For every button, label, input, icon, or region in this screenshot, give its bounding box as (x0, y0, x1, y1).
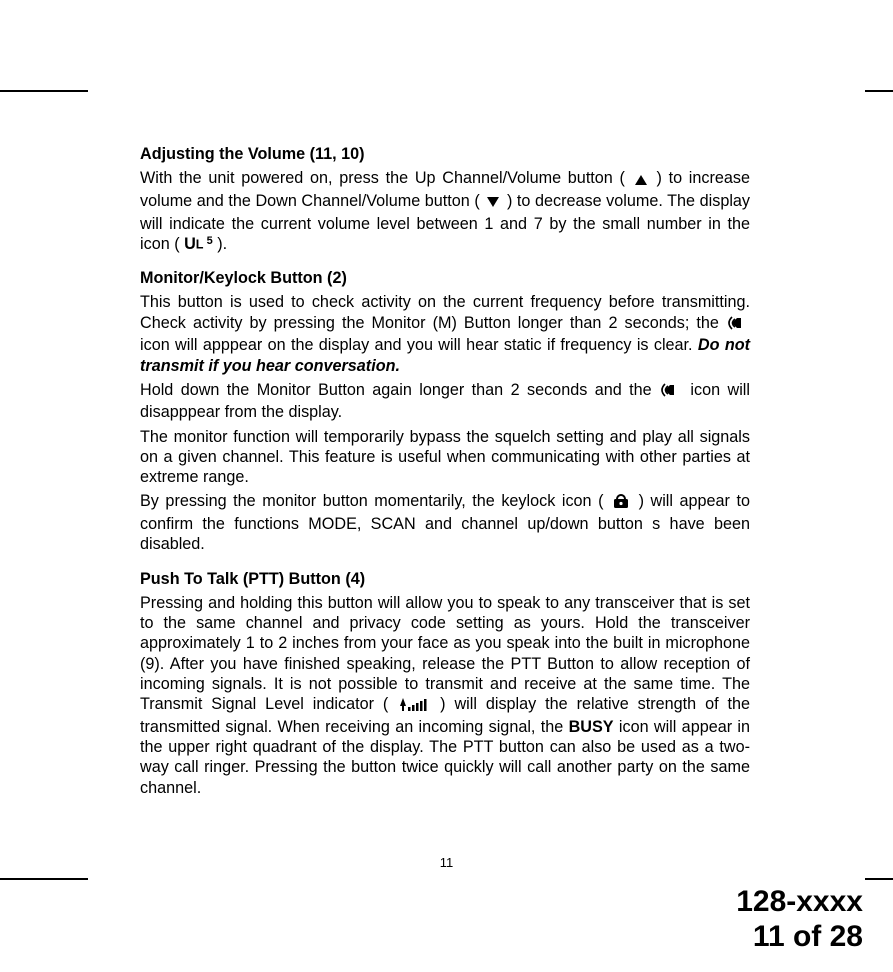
volume-icon-label: UL 5 (184, 235, 213, 253)
page-number: 11 (0, 855, 893, 870)
down-triangle-icon (486, 193, 500, 213)
para-keylock: By pressing the monitor button momentari… (140, 491, 750, 554)
heading-adjusting-volume: Adjusting the Volume (11, 10) (140, 144, 750, 164)
keylock-icon (612, 493, 630, 514)
text: This button is used to check activity on… (140, 293, 750, 331)
text: icon will apppear on the display and you… (140, 336, 698, 354)
busy-label: BUSY (569, 718, 614, 736)
crop-rule-bottom-right (865, 878, 893, 880)
text: ). (217, 235, 227, 253)
crop-rule-top-left (0, 90, 88, 92)
crop-rule-bottom-left (0, 878, 88, 880)
document-page: Adjusting the Volume (11, 10) With the u… (0, 0, 893, 972)
para-monitor-1: This button is used to check activity on… (140, 292, 750, 375)
antenna-signal-icon (399, 697, 429, 717)
heading-monitor-keylock: Monitor/Keylock Button (2) (140, 268, 750, 288)
heading-ptt: Push To Talk (PTT) Button (4) (140, 569, 750, 589)
footer-doc-id: 128-xxxx (736, 885, 863, 920)
speaker-wave-icon (728, 315, 748, 335)
speaker-wave-icon (661, 382, 681, 402)
text: With the unit powered on, press the Up C… (140, 169, 632, 187)
body-text: Adjusting the Volume (11, 10) With the u… (140, 130, 750, 802)
text: Hold down the Monitor Button again longe… (140, 381, 659, 399)
para-volume: With the unit powered on, press the Up C… (140, 168, 750, 254)
crop-rule-top-right (865, 90, 893, 92)
footer-page-of: 11 of 28 (736, 920, 863, 955)
footer-block: 128-xxxx 11 of 28 (736, 885, 863, 954)
up-triangle-icon (634, 171, 648, 191)
text: By pressing the monitor button momentari… (140, 492, 610, 510)
para-monitor-3: The monitor function will temporarily by… (140, 427, 750, 488)
para-ptt: Pressing and holding this button will al… (140, 593, 750, 798)
para-monitor-2: Hold down the Monitor Button again longe… (140, 380, 750, 423)
